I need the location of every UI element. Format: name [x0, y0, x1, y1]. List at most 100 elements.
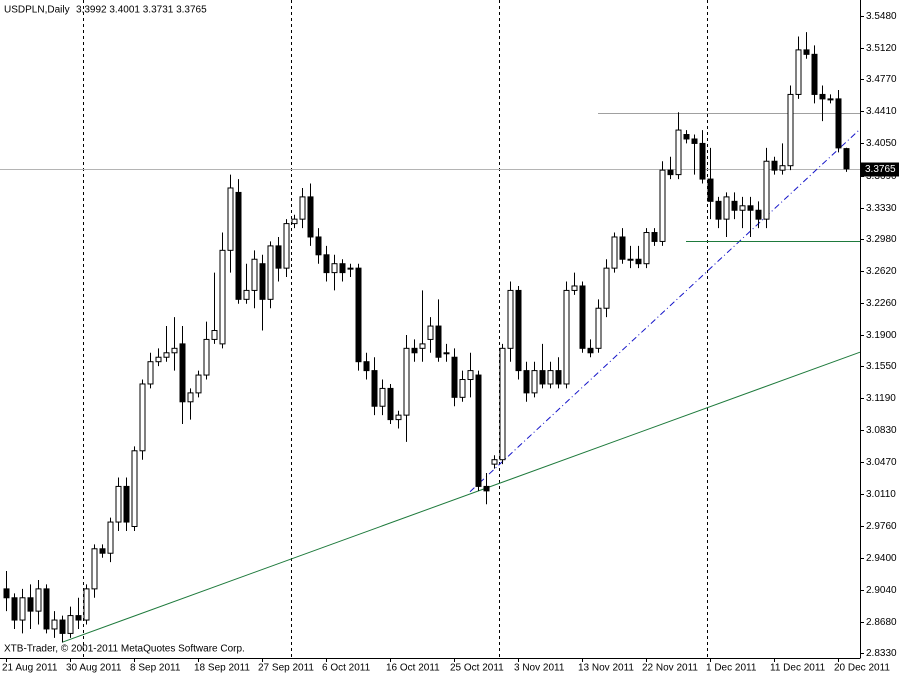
x-tick-label: 20 Dec 2011: [834, 663, 890, 674]
y-tick-label: 3.2620: [866, 266, 897, 277]
candle-body: [107, 521, 114, 554]
candle-body: [459, 379, 466, 398]
candle-body: [211, 330, 218, 340]
candle-body: [523, 370, 530, 394]
candle-body: [811, 53, 818, 95]
candle-body: [59, 619, 66, 634]
candle-body: [451, 356, 458, 398]
candle-body: [179, 343, 186, 403]
candle-body: [699, 142, 706, 180]
candle-body: [371, 370, 378, 407]
candle-body: [659, 169, 666, 242]
candle-body: [75, 615, 82, 621]
candle-body: [563, 289, 570, 385]
candle-body: [691, 138, 698, 144]
y-tick-label: 2.8330: [866, 648, 897, 659]
candle-body: [603, 267, 610, 309]
candle-body: [531, 370, 538, 394]
price-label: 3.3765: [865, 164, 896, 175]
candle-body: [123, 485, 130, 523]
axes: 3.5480 3.5120 3.4770 3.4410 3.4050 3.3690 3.33…: [2, 11, 899, 674]
candle-body: [555, 370, 562, 385]
candle-body: [491, 459, 498, 465]
trend-line: [469, 128, 861, 493]
candle-body: [251, 258, 258, 291]
candle-body: [379, 387, 386, 407]
candle-body: [347, 267, 354, 270]
candle-body: [219, 249, 226, 345]
candle-body: [443, 352, 450, 355]
candle-body: [675, 129, 682, 176]
y-tick-label: 3.5120: [866, 43, 897, 54]
candle-body: [51, 619, 58, 630]
y-tick-label: 3.1550: [866, 361, 897, 372]
x-tick-label: 22 Nov 2011: [642, 663, 698, 674]
candle-body: [131, 450, 138, 528]
candle-body: [435, 325, 442, 358]
candle-body: [339, 263, 346, 274]
y-tick-label: 3.0110: [866, 489, 896, 500]
ohlc-header: 3.3992 3.4001 3.3731 3.3765: [76, 5, 207, 16]
price-label-box: [861, 162, 899, 177]
y-tick-label: 2.9040: [866, 585, 897, 596]
candle-body: [275, 245, 282, 269]
candle-body: [139, 383, 146, 452]
drawn-objects: [0, 113, 861, 643]
candle-body: [747, 205, 754, 211]
candle-body: [635, 258, 642, 265]
candle-body: [763, 160, 770, 220]
y-tick-label: 3.2980: [866, 234, 897, 245]
candle-body: [755, 209, 762, 220]
candle-body: [475, 374, 482, 487]
candle-body: [723, 196, 730, 220]
candle-body: [27, 597, 34, 612]
candle-body: [195, 374, 202, 394]
candle-body: [363, 361, 370, 372]
candle-body: [67, 615, 74, 634]
candle-body: [299, 196, 306, 220]
x-tick-label: 13 Nov 2011: [578, 663, 634, 674]
candle-body: [395, 414, 402, 421]
candle-body: [43, 588, 50, 630]
candle-body: [91, 548, 98, 590]
candle-body: [283, 223, 290, 269]
candle-body: [147, 361, 154, 385]
x-tick-label: 27 Sep 2011: [258, 663, 314, 674]
candle-body: [787, 93, 794, 167]
candle-body: [291, 218, 298, 225]
candle-body: [515, 289, 522, 372]
candle-body: [355, 267, 362, 363]
y-tick-label: 3.5480: [866, 11, 897, 22]
candle-body: [483, 485, 490, 492]
candle-body: [731, 200, 738, 211]
candle-body: [83, 588, 90, 621]
y-tick-label: 3.1900: [866, 330, 897, 341]
x-tick-label: 1 Dec 2011: [706, 663, 757, 674]
x-tick-label: 30 Aug 2011: [66, 663, 122, 674]
symbol-title: USDPLN,Daily: [4, 5, 70, 16]
candle-body: [819, 93, 826, 100]
candle-body: [499, 347, 506, 461]
candle-body: [843, 148, 850, 170]
y-tick-label: 3.2260: [866, 298, 897, 309]
candle-body: [619, 236, 626, 260]
candle-body: [771, 160, 778, 171]
candle-body: [323, 254, 330, 274]
candle-body: [571, 285, 578, 291]
candle-body: [587, 347, 594, 354]
candle-body: [403, 347, 410, 416]
candle-body: [715, 200, 722, 220]
x-tick-label: 18 Sep 2011: [194, 663, 250, 674]
y-tick-label: 3.4050: [866, 138, 897, 149]
candle-body: [795, 49, 802, 95]
candle-body: [243, 289, 250, 300]
y-tick-label: 3.0830: [866, 425, 897, 436]
candle-body: [331, 263, 338, 274]
candles: [3, 32, 850, 643]
candle-body: [227, 187, 234, 251]
x-tick-label: 11 Dec 2011: [770, 663, 826, 674]
y-tick-label: 3.4770: [866, 74, 897, 85]
candle-body: [411, 347, 418, 354]
